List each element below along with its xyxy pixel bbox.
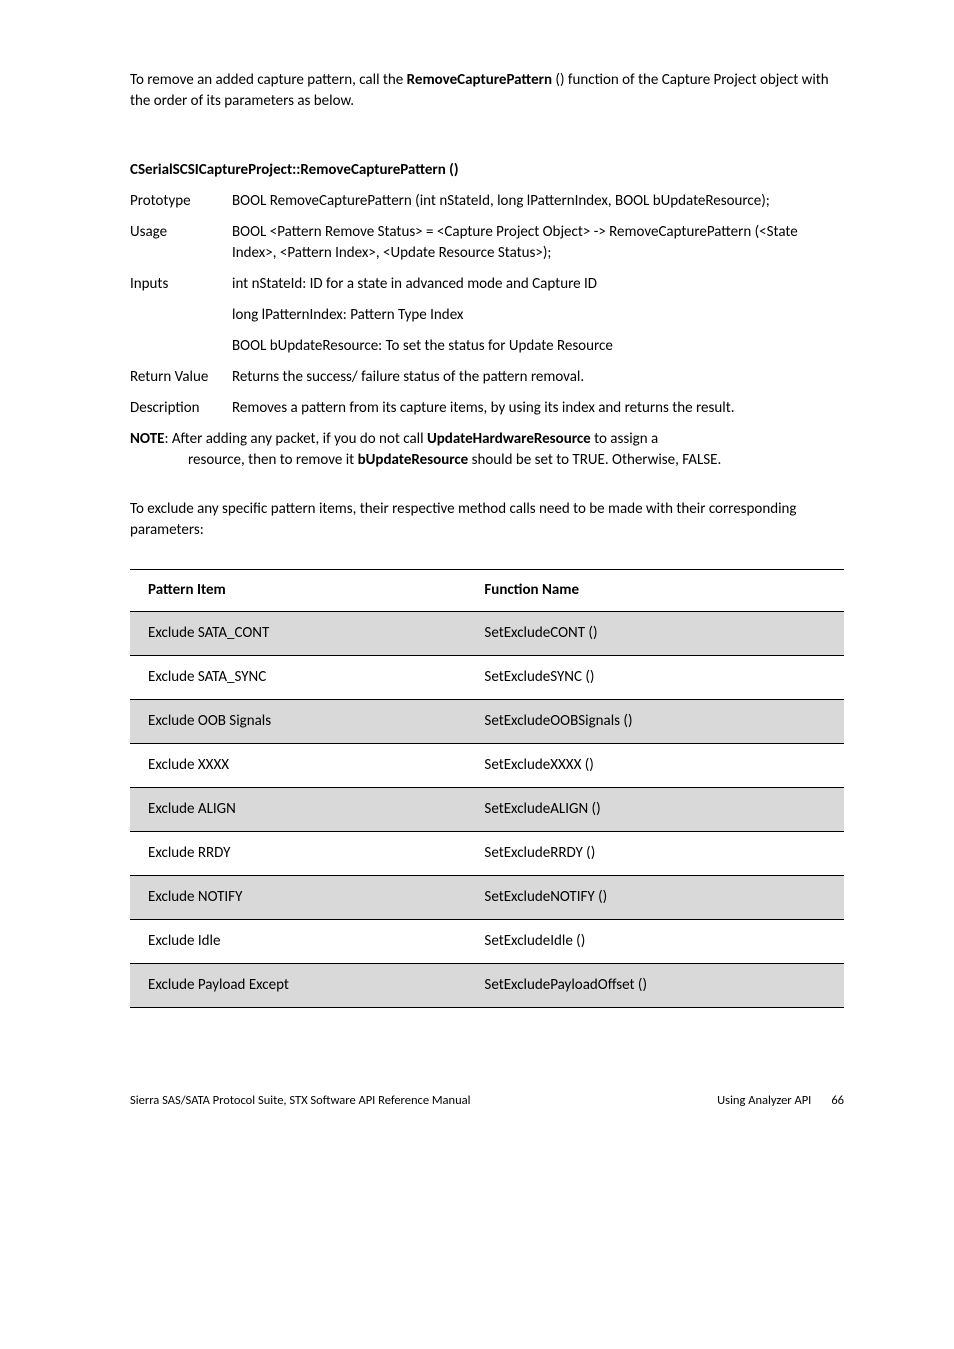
note-line2a: resource, then to remove it: [188, 451, 358, 469]
cell-function-name: SetExcludeIdle (): [466, 920, 844, 964]
return-text: Returns the success/ failure status of t…: [232, 367, 844, 388]
cell-pattern-item: Exclude OOB Signals: [130, 700, 466, 744]
note-line1b: to assign a: [591, 430, 658, 448]
section-heading: CSerialSCSICaptureProject::RemoveCapture…: [130, 160, 844, 181]
cell-pattern-item: Exclude ALIGN: [130, 788, 466, 832]
inputs-label: Inputs: [130, 274, 232, 295]
note-line2: resource, then to remove it bUpdateResou…: [188, 450, 844, 471]
footer-section: Using Analyzer API: [717, 1093, 811, 1108]
note-block: NOTE: After adding any packet, if you do…: [130, 429, 844, 471]
footer-left: Sierra SAS/SATA Protocol Suite, STX Soft…: [130, 1092, 471, 1110]
inputs-text: int nStateId: ID for a state in advanced…: [232, 274, 844, 295]
prototype-label: Prototype: [130, 191, 232, 212]
table-row: Exclude ALIGNSetExcludeALIGN (): [130, 788, 844, 832]
table-header-row: Pattern Item Function Name: [130, 570, 844, 612]
table-row: Exclude XXXXSetExcludeXXXX (): [130, 744, 844, 788]
cell-function-name: SetExcludeOOBSignals (): [466, 700, 844, 744]
footer-right: Using Analyzer API 66: [717, 1092, 844, 1110]
cell-function-name: SetExcludePayloadOffset (): [466, 964, 844, 1008]
cell-function-name: SetExcludeALIGN (): [466, 788, 844, 832]
page-number: 66: [831, 1093, 844, 1108]
table-row: Exclude OOB SignalsSetExcludeOOBSignals …: [130, 700, 844, 744]
inputs-line3: BOOL bUpdateResource: To set the status …: [232, 336, 844, 357]
mid-paragraph: To exclude any specific pattern items, t…: [130, 499, 844, 541]
note-line2b: should be set to TRUE. Otherwise, FALSE.: [468, 451, 721, 469]
prototype-text: BOOL RemoveCapturePattern (int nStateId,…: [232, 191, 844, 212]
cell-pattern-item: Exclude Payload Except: [130, 964, 466, 1008]
table-row: Exclude SATA_SYNCSetExcludeSYNC (): [130, 656, 844, 700]
cell-pattern-item: Exclude NOTIFY: [130, 876, 466, 920]
note-line2-bold: bUpdateResource: [358, 451, 469, 469]
note-line1: NOTE: After adding any packet, if you do…: [130, 429, 844, 450]
description-label: Description: [130, 398, 232, 419]
usage-text: BOOL <Pattern Remove Status> = <Capture …: [232, 222, 844, 264]
cell-pattern-item: Exclude SATA_SYNC: [130, 656, 466, 700]
table-row: Exclude NOTIFYSetExcludeNOTIFY (): [130, 876, 844, 920]
page-footer: Sierra SAS/SATA Protocol Suite, STX Soft…: [130, 1092, 844, 1110]
cell-function-name: SetExcludeSYNC (): [466, 656, 844, 700]
table-row: Exclude SATA_CONTSetExcludeCONT (): [130, 612, 844, 656]
table-row: Exclude IdleSetExcludeIdle (): [130, 920, 844, 964]
intro-paragraph: To remove an added capture pattern, call…: [130, 70, 844, 112]
cell-pattern-item: Exclude RRDY: [130, 832, 466, 876]
cell-function-name: SetExcludeRRDY (): [466, 832, 844, 876]
note-label: NOTE: [130, 430, 164, 448]
cell-function-name: SetExcludeNOTIFY (): [466, 876, 844, 920]
pattern-table: Pattern Item Function Name Exclude SATA_…: [130, 569, 844, 1008]
cell-pattern-item: Exclude SATA_CONT: [130, 612, 466, 656]
usage-label: Usage: [130, 222, 232, 264]
col-pattern-item: Pattern Item: [130, 570, 466, 612]
prototype-row: Prototype BOOL RemoveCapturePattern (int…: [130, 191, 844, 212]
usage-row: Usage BOOL <Pattern Remove Status> = <Ca…: [130, 222, 844, 264]
return-row: Return Value Returns the success/ failur…: [130, 367, 844, 388]
cell-pattern-item: Exclude XXXX: [130, 744, 466, 788]
note-line1-bold: UpdateHardwareResource: [427, 430, 591, 448]
intro-bold: RemoveCapturePattern: [407, 71, 552, 89]
table-row: Exclude RRDYSetExcludeRRDY (): [130, 832, 844, 876]
description-row: Description Removes a pattern from its c…: [130, 398, 844, 419]
description-text: Removes a pattern from its capture items…: [232, 398, 844, 419]
cell-function-name: SetExcludeCONT (): [466, 612, 844, 656]
note-line1a: : After adding any packet, if you do not…: [164, 430, 427, 448]
col-function-name: Function Name: [466, 570, 844, 612]
inputs-row: Inputs int nStateId: ID for a state in a…: [130, 274, 844, 295]
inputs-line2: long lPatternIndex: Pattern Type Index: [232, 305, 844, 326]
cell-pattern-item: Exclude Idle: [130, 920, 466, 964]
cell-function-name: SetExcludeXXXX (): [466, 744, 844, 788]
intro-prefix: To remove an added capture pattern, call…: [130, 71, 407, 89]
return-label: Return Value: [130, 367, 232, 388]
table-row: Exclude Payload ExceptSetExcludePayloadO…: [130, 964, 844, 1008]
